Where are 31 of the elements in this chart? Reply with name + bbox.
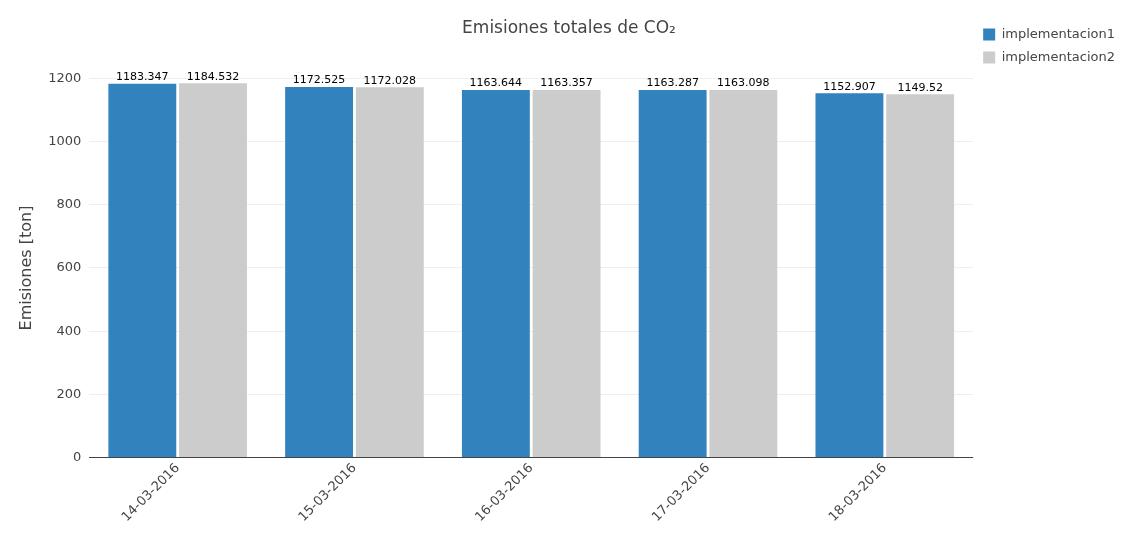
data-label: 1163.287 (646, 76, 699, 90)
bar (532, 89, 601, 458)
chart-title: Emisiones totales de CO₂ (462, 16, 676, 37)
bar (709, 90, 778, 458)
y-tick-label: 800 (56, 196, 82, 212)
data-label: 1163.098 (717, 76, 770, 90)
y-tick-label: 400 (56, 322, 82, 338)
bar (461, 89, 530, 458)
data-label: 1172.028 (363, 73, 417, 87)
y-tick-label: 1200 (48, 69, 82, 85)
bar (355, 87, 424, 458)
bar (815, 93, 884, 458)
bar (886, 94, 955, 458)
data-label: 1152.907 (823, 79, 876, 93)
y-axis-title: Emisiones [ton] (15, 205, 35, 331)
bar (638, 90, 707, 458)
y-tick-label: 200 (56, 385, 82, 401)
data-label: 1163.357 (540, 76, 593, 90)
data-label: 1149.52 (897, 80, 943, 94)
data-label: 1183.347 (116, 70, 169, 84)
data-label: 1163.644 (469, 76, 523, 90)
data-label: 1172.525 (292, 73, 346, 87)
bar (108, 83, 177, 458)
y-tick-label: 0 (73, 448, 82, 464)
y-tick-label: 1000 (48, 132, 82, 148)
legend-label: implementacion1 (1001, 25, 1115, 41)
legend-label: implementacion2 (1001, 48, 1115, 64)
y-tick-label: 600 (56, 259, 82, 275)
data-label: 1184.532 (186, 69, 240, 83)
bar (285, 87, 354, 458)
bar (179, 83, 247, 458)
